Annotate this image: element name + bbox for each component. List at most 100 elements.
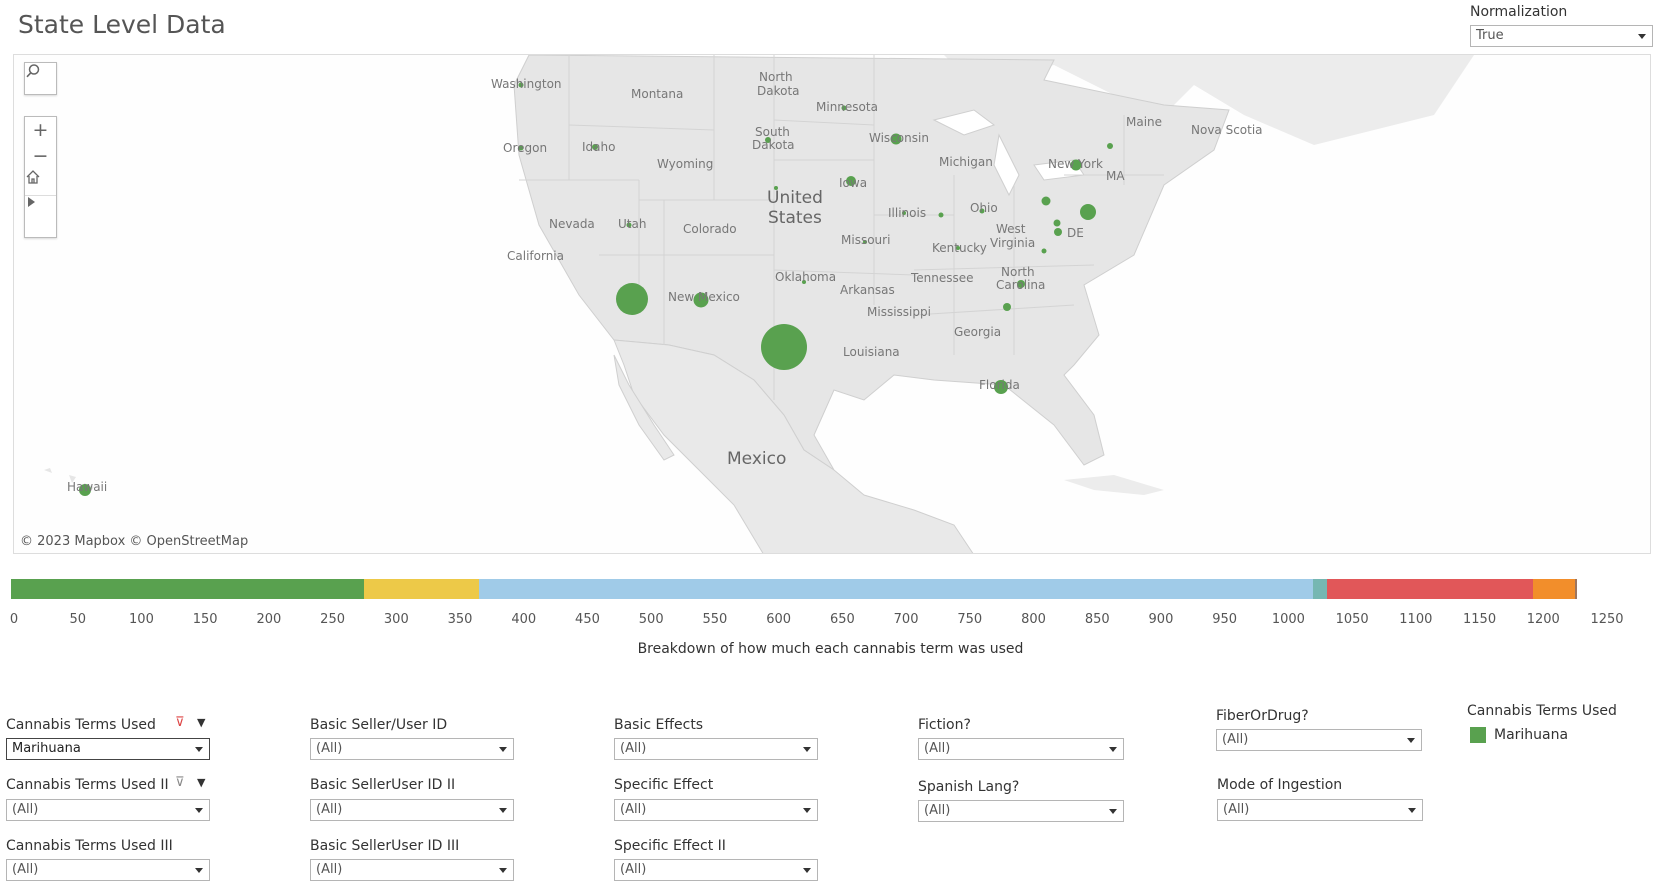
chevron-down-icon <box>1408 808 1416 813</box>
home-icon <box>26 170 40 184</box>
legend-title: Cannabis Terms Used <box>1467 703 1617 719</box>
legend-item-label[interactable]: Marihuana <box>1494 727 1569 743</box>
cannabis-terms-dropdown[interactable]: Marihuana <box>6 738 210 760</box>
breakdown-segment[interactable] <box>364 579 479 599</box>
specific-effect-2-dropdown[interactable]: (All) <box>614 859 818 881</box>
map-label: Louisiana <box>843 345 900 359</box>
dropdown-value: (All) <box>316 741 343 756</box>
axis-title: Breakdown of how much each cannabis term… <box>637 641 1024 657</box>
normalization-dropdown[interactable]: True <box>1470 25 1653 47</box>
map-label: States <box>768 208 822 228</box>
basic-effects-dropdown[interactable]: (All) <box>614 738 818 760</box>
dropdown-value: (All) <box>12 802 39 817</box>
dropdown-value: (All) <box>1223 802 1250 817</box>
map-label: West <box>996 222 1026 236</box>
dropdown-value: Marihuana <box>12 741 81 756</box>
map-label: Idaho <box>582 140 616 154</box>
normalization-label: Normalization <box>1470 4 1568 20</box>
axis-tick-label: 1200 <box>1526 612 1560 627</box>
map-label: Dakota <box>757 84 800 98</box>
map-label: Illinois <box>888 206 927 220</box>
chevron-down-icon <box>803 808 811 813</box>
home-button[interactable] <box>25 169 56 195</box>
map-label: Kentucky <box>932 241 987 255</box>
map-label: Wyoming <box>657 157 714 171</box>
map-label: Dakota <box>752 138 795 152</box>
breakdown-segment[interactable] <box>1532 579 1575 599</box>
axis-tick-label: 200 <box>256 612 282 627</box>
filter-icon[interactable]: ⊽ <box>175 775 185 790</box>
axis-tick-label: 650 <box>829 612 855 627</box>
breakdown-segment[interactable] <box>1327 579 1533 599</box>
axis-tick-label: 950 <box>1212 612 1238 627</box>
breakdown-segment[interactable] <box>478 579 1314 599</box>
pan-mode-button[interactable] <box>25 195 56 222</box>
filter-label: Cannabis Terms Used III <box>6 838 173 854</box>
dropdown-value: (All) <box>620 802 647 817</box>
filter-label: FiberOrDrug? <box>1216 708 1309 724</box>
page-title: State Level Data <box>18 10 226 39</box>
map-label: Oregon <box>503 141 548 155</box>
axis-tick-label: 500 <box>638 612 664 627</box>
breakdown-segment[interactable] <box>1313 579 1328 599</box>
chevron-down-icon <box>1638 34 1646 39</box>
map-label: South <box>755 125 790 139</box>
filter-label: Basic Seller/User ID <box>310 717 448 733</box>
map-label: New York <box>1048 157 1103 171</box>
map-label: MA <box>1106 169 1125 183</box>
map-label: Oklahoma <box>775 270 837 284</box>
seller-id-dropdown[interactable]: (All) <box>310 738 514 760</box>
cannabis-terms-2-dropdown[interactable]: (All) <box>6 799 210 821</box>
chevron-down-icon <box>195 808 203 813</box>
map-view[interactable]: Washington Montana North Dakota Minnesot… <box>13 54 1651 554</box>
breakdown-segment[interactable] <box>1574 579 1577 599</box>
chevron-down-icon <box>499 808 507 813</box>
ingestion-dropdown[interactable]: (All) <box>1217 799 1423 821</box>
map-label: Nevada <box>549 217 595 231</box>
axis-tick-label: 550 <box>702 612 728 627</box>
chevron-down-icon[interactable]: ▼ <box>197 716 206 729</box>
spanish-dropdown[interactable]: (All) <box>918 800 1124 822</box>
chevron-down-icon <box>803 868 811 873</box>
breakdown-segment[interactable] <box>11 579 364 599</box>
cannabis-terms-3-dropdown[interactable]: (All) <box>6 859 210 881</box>
seller-id-3-dropdown[interactable]: (All) <box>310 859 514 881</box>
axis-tick-label: 350 <box>447 612 473 627</box>
filter-label: Specific Effect II <box>614 838 726 854</box>
chevron-down-icon <box>499 868 507 873</box>
axis-tick-label: 750 <box>957 612 983 627</box>
axis-tick-label: 1050 <box>1335 612 1369 627</box>
chevron-down-icon <box>499 747 507 752</box>
chevron-down-icon <box>1109 747 1117 752</box>
chevron-down-icon[interactable]: ▼ <box>197 776 206 789</box>
fiction-dropdown[interactable]: (All) <box>918 738 1124 760</box>
map-label: Colorado <box>683 222 737 236</box>
map-toolbar: + − <box>24 116 57 238</box>
dropdown-value: (All) <box>620 862 647 877</box>
zoom-out-button[interactable]: − <box>25 143 56 169</box>
map-label: North <box>759 70 793 84</box>
legend-swatch[interactable] <box>1470 727 1486 743</box>
zoom-in-button[interactable]: + <box>25 117 56 143</box>
specific-effect-dropdown[interactable]: (All) <box>614 799 818 821</box>
map-label: Missouri <box>841 233 891 247</box>
map-label: Montana <box>631 87 684 101</box>
clear-filter-icon[interactable]: ⊽ <box>175 715 185 730</box>
map-search-button[interactable] <box>24 62 57 95</box>
map-label: Hawaii <box>67 480 108 494</box>
dropdown-value: (All) <box>12 862 39 877</box>
map-label: Nova Scotia <box>1191 123 1263 137</box>
map-background <box>44 55 1474 553</box>
axis-tick-label: 600 <box>766 612 792 627</box>
chevron-down-icon <box>803 747 811 752</box>
axis-tick-label: 700 <box>893 612 919 627</box>
map-label: United <box>767 188 823 208</box>
map-label: Utah <box>618 217 647 231</box>
axis-tick-label: 1250 <box>1590 612 1624 627</box>
axis-tick-label: 300 <box>383 612 409 627</box>
map-label: California <box>507 249 564 263</box>
axis-tick-label: 0 <box>9 612 19 627</box>
fiber-drug-dropdown[interactable]: (All) <box>1216 729 1422 751</box>
seller-id-2-dropdown[interactable]: (All) <box>310 799 514 821</box>
chevron-down-icon <box>195 868 203 873</box>
